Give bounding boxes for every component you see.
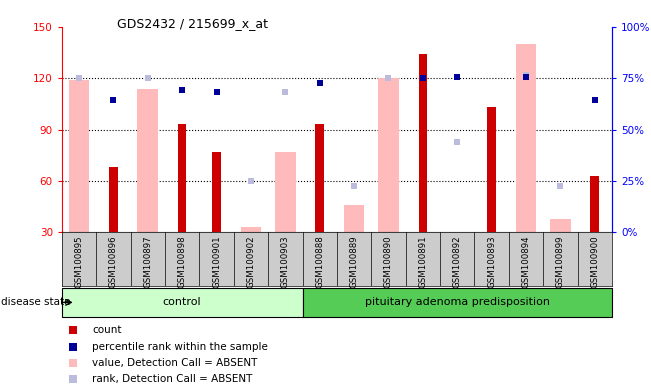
Text: GSM100889: GSM100889 xyxy=(350,235,359,288)
Text: GSM100888: GSM100888 xyxy=(315,235,324,288)
Text: GSM100899: GSM100899 xyxy=(556,235,565,288)
Text: GSM100897: GSM100897 xyxy=(143,235,152,288)
Text: GSM100900: GSM100900 xyxy=(590,235,600,288)
Text: GSM100894: GSM100894 xyxy=(521,235,531,288)
Text: GSM100895: GSM100895 xyxy=(74,235,83,288)
Text: GSM100903: GSM100903 xyxy=(281,235,290,288)
Text: count: count xyxy=(92,326,122,336)
Text: control: control xyxy=(163,297,202,308)
Bar xyxy=(137,89,158,232)
Bar xyxy=(178,124,186,232)
Text: GSM100896: GSM100896 xyxy=(109,235,118,288)
Bar xyxy=(590,176,599,232)
Text: disease state: disease state xyxy=(1,297,71,308)
Text: GSM100901: GSM100901 xyxy=(212,235,221,288)
Text: GSM100898: GSM100898 xyxy=(178,235,187,288)
Bar xyxy=(62,288,303,317)
Bar xyxy=(516,44,536,232)
Text: value, Detection Call = ABSENT: value, Detection Call = ABSENT xyxy=(92,358,258,368)
Text: GDS2432 / 215699_x_at: GDS2432 / 215699_x_at xyxy=(117,17,268,30)
Bar xyxy=(241,227,261,232)
Bar xyxy=(212,152,221,232)
Text: pituitary adenoma predisposition: pituitary adenoma predisposition xyxy=(365,297,549,308)
Text: GSM100891: GSM100891 xyxy=(419,235,427,288)
Text: percentile rank within the sample: percentile rank within the sample xyxy=(92,342,268,352)
Bar xyxy=(303,288,612,317)
Text: GSM100893: GSM100893 xyxy=(487,235,496,288)
Text: GSM100890: GSM100890 xyxy=(384,235,393,288)
Bar xyxy=(419,54,427,232)
Bar xyxy=(109,167,118,232)
Bar xyxy=(378,78,399,232)
Bar xyxy=(550,218,571,232)
Text: GSM100902: GSM100902 xyxy=(247,235,255,288)
Bar xyxy=(344,205,365,232)
Text: GSM100892: GSM100892 xyxy=(452,235,462,288)
Bar xyxy=(315,124,324,232)
Bar xyxy=(488,108,496,232)
Bar xyxy=(69,80,89,232)
Text: rank, Detection Call = ABSENT: rank, Detection Call = ABSENT xyxy=(92,374,253,384)
Bar xyxy=(275,152,296,232)
